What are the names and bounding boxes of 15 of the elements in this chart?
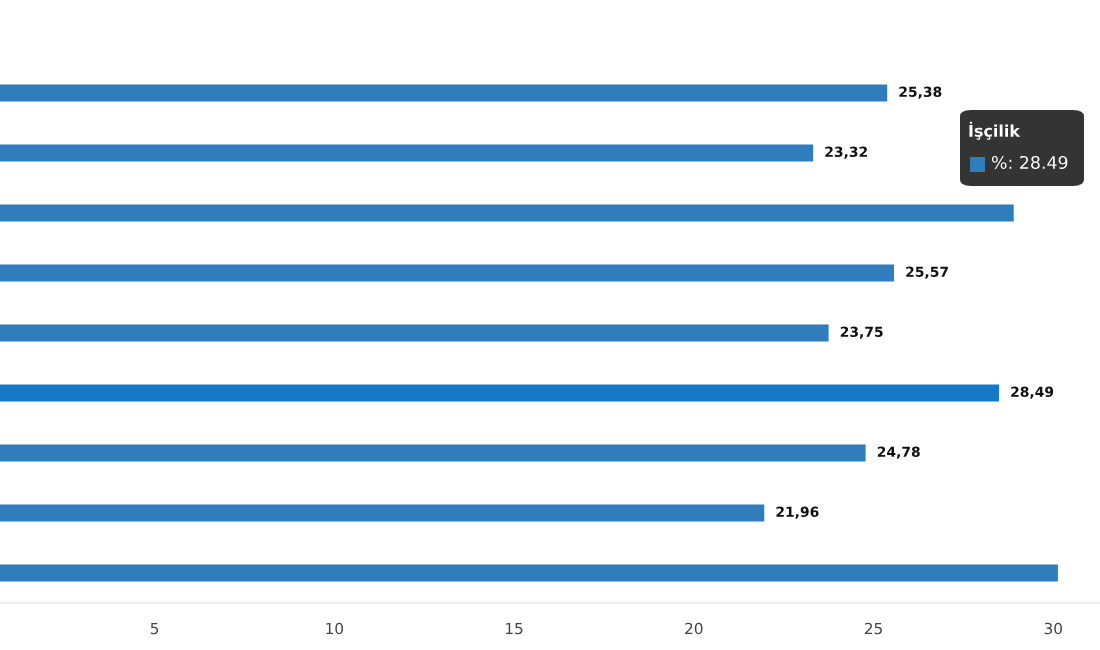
x-tick-label: 25 xyxy=(864,622,882,635)
data-label: 24,78 xyxy=(877,446,920,459)
x-tick-label: 15 xyxy=(506,622,523,635)
data-label: 21,96 xyxy=(776,506,819,519)
data-label: 25,38 xyxy=(899,86,942,99)
data-label: 28,49 xyxy=(1011,386,1054,399)
x-tick-label: 30 xyxy=(1044,622,1062,635)
x-tick-label: 10 xyxy=(326,622,344,635)
annotation: İşçilik xyxy=(969,121,1021,140)
x-tick-label: 5 xyxy=(150,622,159,635)
data-label: 23,32 xyxy=(825,146,867,159)
data-label: 23,75 xyxy=(840,326,883,339)
annotation: %: 28.49 xyxy=(991,155,1068,170)
data-label: 25,57 xyxy=(906,266,948,279)
x-tick-label: 20 xyxy=(685,622,703,635)
